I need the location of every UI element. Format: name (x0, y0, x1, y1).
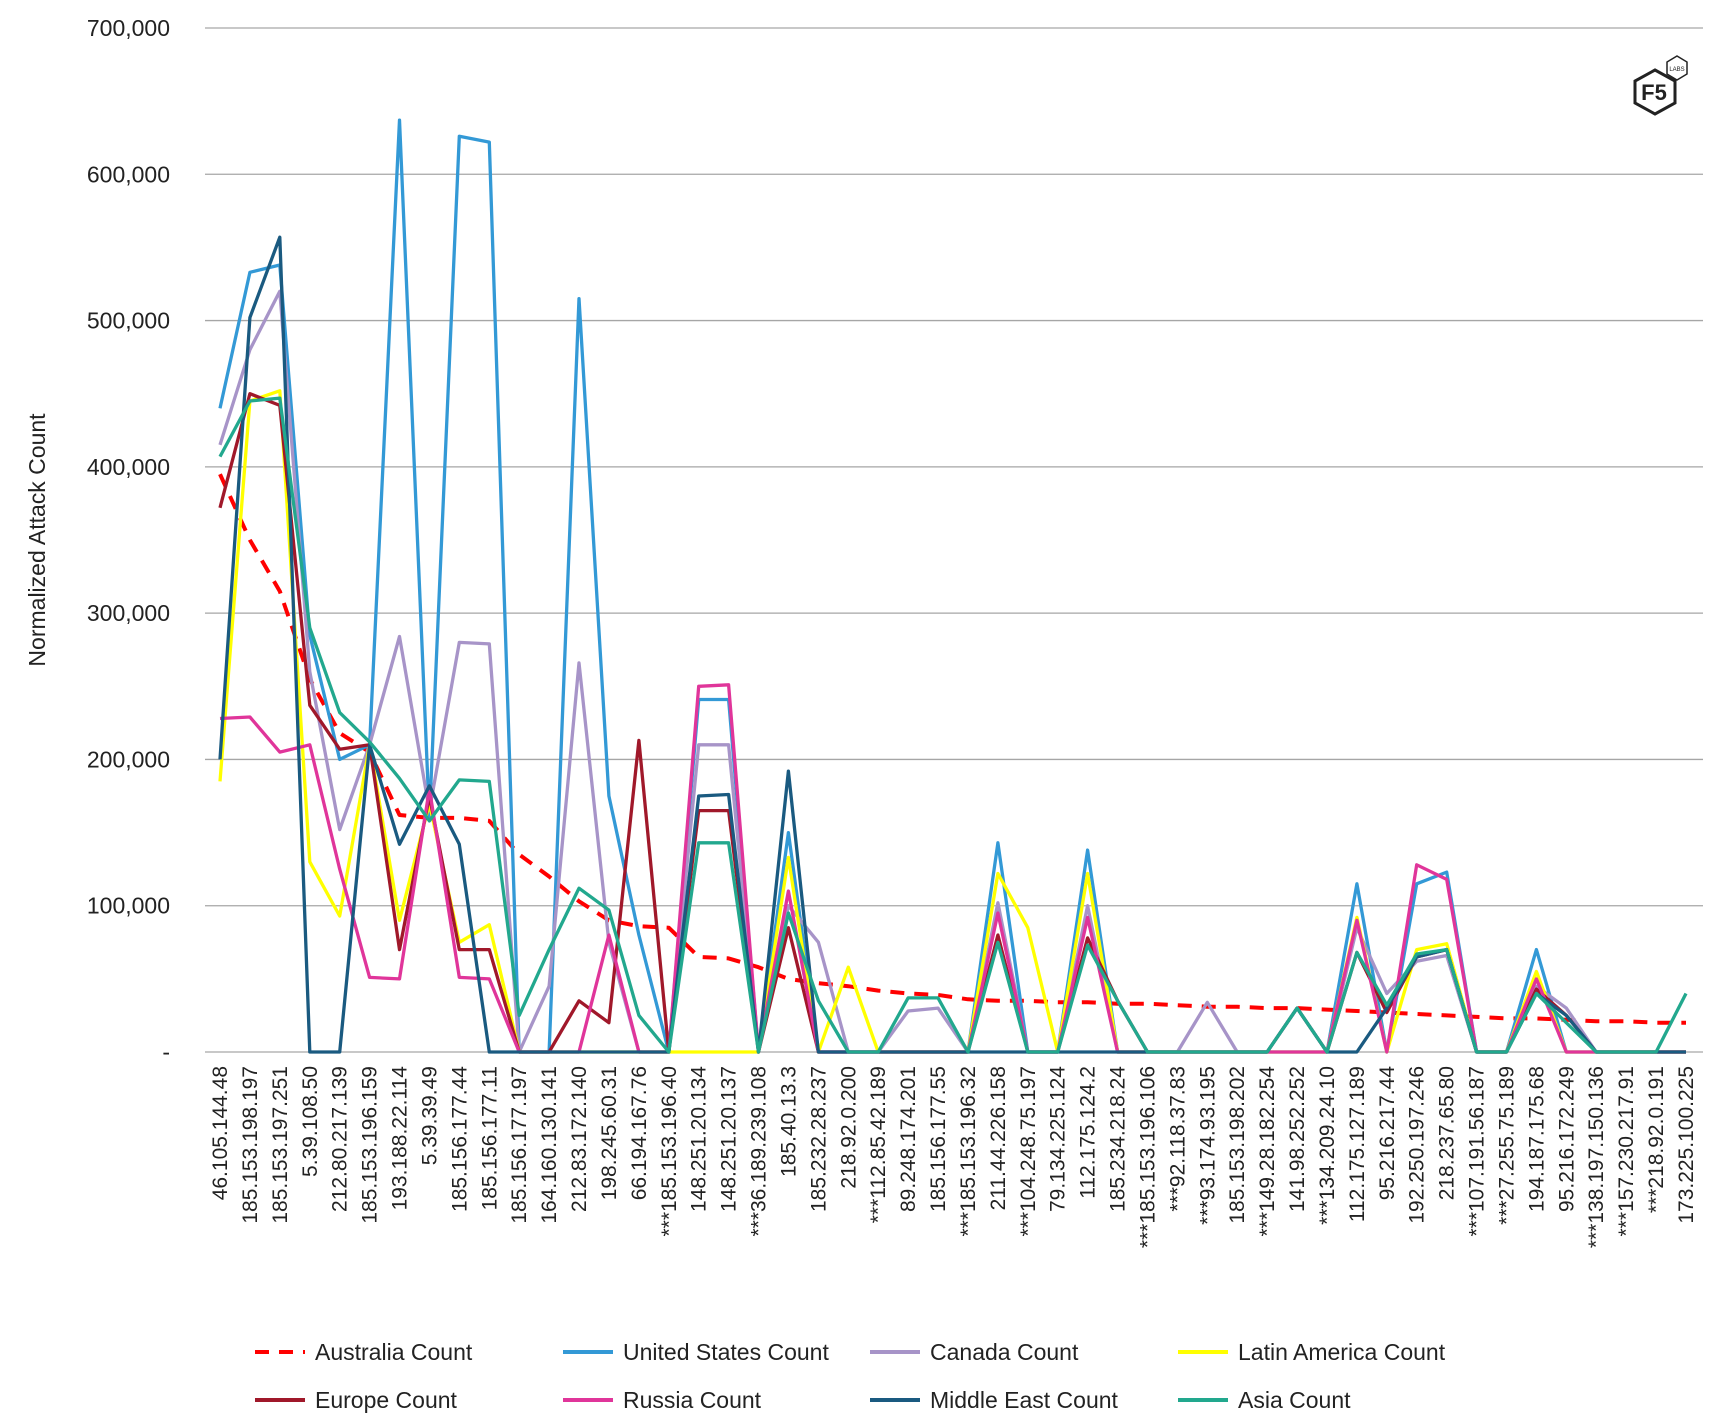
x-tick-label: 5.39.108.50 (299, 1066, 322, 1177)
x-tick-label: ***218.92.0.191 (1645, 1066, 1668, 1213)
x-tick-label: 218.237.65.80 (1436, 1066, 1459, 1200)
legend-label: Middle East Count (930, 1387, 1119, 1413)
y-tick-label: 400,000 (87, 454, 170, 480)
line (218, 289, 1686, 1054)
x-tick-label: ***157.230.217.91 (1615, 1066, 1638, 1237)
x-tick-label: 185.232.28.237 (807, 1066, 830, 1212)
x-tick-label: 185.153.196.159 (359, 1066, 382, 1224)
x-tick-label: 95.216.172.249 (1555, 1066, 1578, 1212)
logo-text: F5 (1641, 80, 1667, 105)
legend-label: Russia Count (623, 1387, 762, 1413)
y-tick-label: 500,000 (87, 308, 170, 334)
x-tick-label: 185.40.13.3 (777, 1066, 800, 1177)
line (218, 235, 1686, 1054)
line (218, 473, 1686, 1025)
line (218, 389, 1686, 1054)
x-tick-label: 211.44.226.158 (987, 1066, 1010, 1210)
logo-hexagon (1633, 68, 1677, 116)
logo-small-hexagon (1666, 55, 1688, 81)
x-tick-label: 46.105.144.48 (209, 1066, 232, 1200)
x-tick-label: 89.248.174.201 (897, 1066, 920, 1212)
x-tick-label: 5.39.39.49 (418, 1066, 441, 1165)
x-tick-label: 164.160.130.141 (538, 1066, 561, 1224)
x-tick-label: ***27.255.75.189 (1495, 1066, 1518, 1225)
y-tick-label: 200,000 (87, 746, 170, 772)
x-tick-label: 212.83.172.140 (568, 1066, 591, 1212)
y-tick-label: 100,000 (87, 893, 170, 919)
x-tick-label: ***138.197.150.136 (1585, 1066, 1608, 1248)
x-tick-label: 185.156.177.197 (508, 1066, 531, 1224)
x-tick-label: 185.234.218.24 (1107, 1066, 1130, 1212)
x-tick-label: ***36.189.239.108 (748, 1066, 771, 1237)
x-tick-label: ***149.28.182.254 (1256, 1066, 1279, 1237)
logo: F5 LABS (1633, 55, 1688, 116)
legend-label: Europe Count (315, 1387, 458, 1413)
y-tick-label: - (162, 1039, 170, 1065)
line (218, 396, 1688, 1054)
x-tick-label: 185.156.177.44 (448, 1066, 471, 1212)
x-tick-label: ***104.248.75.197 (1017, 1066, 1040, 1237)
y-tick-label: 600,000 (87, 161, 170, 187)
x-tick-label: 185.156.177.11 (478, 1066, 501, 1210)
legend-label: Canada Count (930, 1339, 1079, 1365)
x-tick-label: 185.156.177.55 (927, 1066, 950, 1212)
x-tick-label: 141.98.252.252 (1286, 1066, 1309, 1212)
x-tick-label: ***93.174.93.195 (1196, 1066, 1219, 1225)
x-tick-label: ***134.209.24.10 (1316, 1066, 1339, 1225)
logo-subtext: LABS (1669, 67, 1684, 73)
line (218, 392, 1686, 1054)
x-tick-label: 185.153.198.197 (239, 1066, 262, 1224)
x-tick-label: ***185.153.196.32 (957, 1066, 980, 1237)
x-tick-label: 194.187.175.68 (1525, 1066, 1548, 1212)
x-tick-label: 66.194.167.76 (628, 1066, 651, 1200)
x-tick-label: 185.153.197.251 (269, 1066, 292, 1224)
x-tick-label: ***185.153.196.106 (1136, 1066, 1159, 1248)
x-tick-label: 95.216.217.44 (1376, 1066, 1399, 1201)
x-tick-label: 148.251.20.137 (718, 1066, 741, 1212)
x-tick-label: 148.251.20.134 (688, 1066, 711, 1212)
legend-label: Asia Count (1238, 1387, 1351, 1413)
legend-label: Australia Count (315, 1339, 473, 1365)
legend-label: Latin America Count (1238, 1339, 1446, 1365)
x-tick-label: 112.175.124.2 (1077, 1066, 1100, 1199)
x-tick-label: 79.134.225.124 (1047, 1066, 1070, 1212)
x-tick-label: 112.175.127.189 (1346, 1066, 1369, 1222)
line (219, 683, 1686, 1054)
x-tick-label: 212.80.217.139 (329, 1066, 352, 1212)
legend-label: United States Count (623, 1339, 829, 1365)
y-axis-label: Normalized Attack Count (24, 413, 50, 667)
x-tick-label: 198.245.60.31 (598, 1066, 621, 1200)
y-tick-label: 300,000 (87, 600, 170, 626)
x-tick-label: 173.225.100.225 (1675, 1066, 1698, 1224)
x-tick-label: ***92.118.37.83 (1166, 1066, 1189, 1212)
x-tick-label: ***107.191.56.187 (1466, 1066, 1489, 1237)
x-tick-label: 185.153.198.202 (1226, 1066, 1249, 1224)
x-tick-label: 193.188.22.114 (389, 1066, 412, 1211)
x-tick-label: 192.250.197.246 (1406, 1066, 1429, 1224)
x-tick-label: ***112.85.42.189 (867, 1066, 890, 1223)
line (218, 118, 1686, 1054)
x-tick-label: ***185.153.196.40 (658, 1066, 681, 1237)
y-tick-label: 700,000 (87, 15, 170, 41)
x-tick-label: 218.92.0.200 (837, 1066, 860, 1189)
